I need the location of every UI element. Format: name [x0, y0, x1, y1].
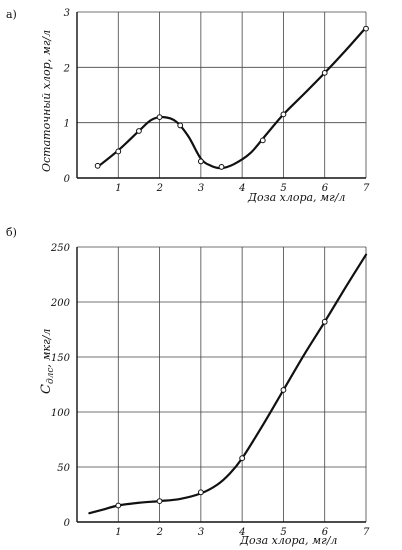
- panel-a-y-tick-2: 2: [63, 63, 70, 74]
- panel-b-ylabel: Cдлс, мкг/л: [39, 329, 56, 394]
- panel-b-x-tick-5: 5: [280, 527, 286, 538]
- panel-b-y-tick-100: 100: [51, 408, 71, 419]
- panel-b-data-point-2: [156, 498, 163, 505]
- panel-a-y-tick-3: 3: [64, 8, 70, 19]
- panel-a-x-tick-3: 3: [198, 183, 204, 194]
- panel-b-data-point-6: [321, 318, 328, 325]
- panel-b-ylabel-rest: , мкг/л: [40, 329, 53, 368]
- panel-a-data-point-6: [197, 158, 204, 165]
- panel-a-xlabel: Доза хлора, мг/л: [247, 191, 345, 204]
- panel-a-data-point-3: [136, 128, 142, 134]
- panel-a-x-tick-7: 7: [363, 183, 370, 194]
- panel-b-x-tick-1: 1: [115, 527, 121, 538]
- panel-b-y-tick-250: 250: [50, 243, 71, 254]
- panel-a-label: а): [6, 8, 17, 21]
- panel-a-data-point-10: [321, 69, 328, 76]
- panel-b-y-tick-200: 200: [50, 298, 71, 309]
- panel-a-data-point-11: [363, 25, 369, 32]
- panel-b-data-point-4: [239, 455, 246, 462]
- panel-a-y-tick-1: 1: [64, 119, 70, 130]
- panel-b-x-tick-7: 7: [363, 527, 370, 538]
- panel-a-data-point-7: [218, 164, 225, 170]
- panel-a-ylabel: Остаточный хлор, мг/л: [40, 30, 53, 172]
- panel-b-x-tick-6: 6: [322, 527, 329, 538]
- panel-b-y-tick-50: 50: [57, 463, 70, 474]
- panel-a-data-point-1: [94, 162, 101, 169]
- panel-a-x-tick-2: 2: [156, 183, 163, 194]
- panel-b-x-tick-4: 4: [238, 527, 245, 538]
- panel-a-data-point-8: [259, 137, 266, 144]
- panel-b-ylabel-main: C: [39, 384, 54, 394]
- panel-b-y-tick-150: 150: [51, 353, 71, 364]
- panel-a-data-point-5: [177, 122, 184, 129]
- panel-b-series-line: [88, 253, 368, 515]
- panel-b-data-point-3: [197, 489, 204, 496]
- chart-panel-b: 1 2 3 4 5 6 7 0 50 100 150 200 250: [50, 243, 370, 538]
- panel-b-data-point-1: [115, 502, 122, 509]
- panel-a-series-line: [96, 26, 368, 170]
- panel-b-data-point-5: [280, 387, 287, 393]
- panel-a-x-tick-5: 5: [280, 183, 286, 194]
- panel-a-x-tick-1: 1: [115, 183, 121, 194]
- panel-b-x-tick-2: 2: [156, 527, 163, 538]
- panel-b-ylabel-sub: длс: [46, 368, 56, 384]
- panel-b-xlabel: Доза хлора, мг/л: [239, 534, 337, 547]
- chart-panel-a: 1 2 3 4 5 6 7 0 1 2 3: [63, 8, 370, 194]
- panel-a-data-point-2: [115, 148, 122, 155]
- panel-a-data-point-9: [280, 111, 287, 118]
- panel-a-x-tick-6: 6: [322, 183, 329, 194]
- panel-a-data-point-4: [156, 114, 163, 121]
- panel-b-y-tick-0: 0: [64, 518, 71, 529]
- panel-b-x-tick-3: 3: [198, 527, 204, 538]
- panel-b-label: б): [6, 226, 17, 239]
- panel-a-y-tick-0: 0: [64, 174, 71, 185]
- panel-a-x-tick-4: 4: [238, 183, 245, 194]
